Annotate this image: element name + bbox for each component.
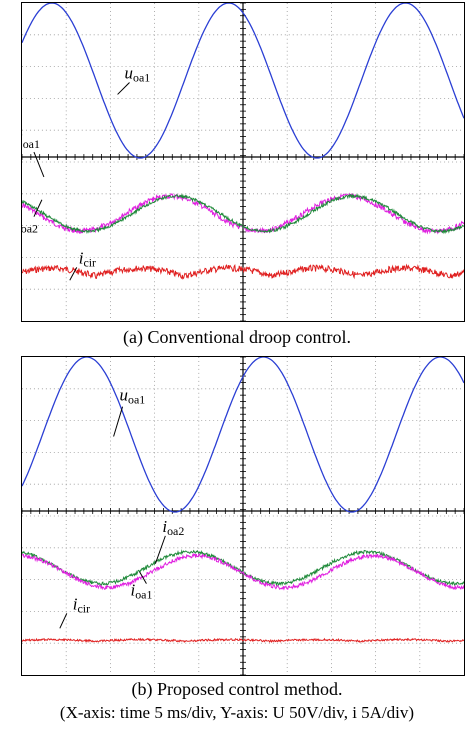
panel-b-current-trace-oa1	[22, 552, 464, 591]
panel-b-circulating-current-trace	[22, 637, 464, 644]
panel-a-label-current-1: ioa1	[22, 130, 40, 151]
caption-a: (a) Conventional droop control.	[123, 327, 351, 347]
scope-panel-b: uoa1 ioa2 ioa1 icir	[21, 356, 465, 676]
scope-plot-a: uoa1 ioa1 ioa2 icir	[22, 3, 464, 321]
panel-b-label-circulating: icir	[73, 594, 90, 615]
panel-b-grid	[22, 357, 464, 675]
caption-b: (b) Proposed control method.	[131, 679, 343, 699]
panel-a-voltage-trace	[22, 3, 464, 159]
panel-b-label-current-2: ioa1	[131, 581, 153, 602]
panel-a-circulating-current-trace	[22, 263, 464, 280]
panel-a-label-current-2: ioa2	[22, 215, 38, 236]
panel-a-label-circulating: icir	[79, 248, 96, 269]
panel-a-labels: uoa1 ioa1 ioa2 icir	[22, 64, 150, 281]
panel-b-voltage-trace	[22, 357, 464, 513]
axis-scale-note: (X-axis: time 5 ms/div, Y-axis: U 50V/di…	[59, 703, 415, 722]
panel-b-labels: uoa1 ioa2 ioa1 icir	[59, 386, 184, 629]
panel-a-current-trace-oa2	[22, 193, 464, 235]
panel-a-grid	[22, 3, 464, 321]
scope-panel-a: uoa1 ioa1 ioa2 icir	[21, 2, 465, 322]
panel-b-label-voltage: uoa1	[120, 386, 146, 407]
scope-plot-b: uoa1 ioa2 ioa1 icir	[22, 357, 464, 675]
panel-b-label-current-1: ioa2	[162, 517, 184, 538]
panel-a-label-voltage: uoa1	[125, 64, 151, 85]
